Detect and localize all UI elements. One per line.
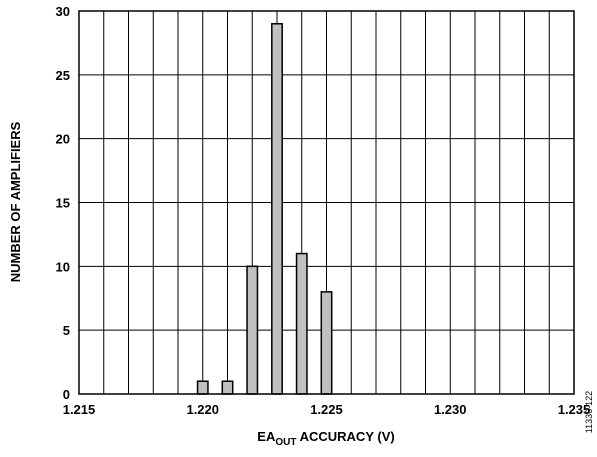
y-tick-label: 20 xyxy=(56,132,70,147)
x-tick-label: 1.215 xyxy=(63,402,96,417)
y-tick-label: 5 xyxy=(63,323,70,338)
grid xyxy=(79,11,574,394)
y-tick-label: 30 xyxy=(56,4,70,19)
x-tick-label: 1.220 xyxy=(186,402,219,417)
y-axis-title: NUMBER OF AMPLIFIERS xyxy=(8,121,23,282)
x-tick-label: 1.235 xyxy=(558,402,591,417)
bar-1.224 xyxy=(295,252,308,395)
y-tick-label: 0 xyxy=(63,387,70,402)
bar-1.225 xyxy=(320,291,333,395)
bars xyxy=(196,23,333,395)
x-tick-label: 1.230 xyxy=(434,402,467,417)
bar-1.221 xyxy=(221,380,234,395)
x-axis-title-subscript: OUT xyxy=(275,437,296,448)
bar-1.222 xyxy=(246,265,259,395)
figure-id: 11336-122 xyxy=(584,391,594,433)
bar-1.220 xyxy=(196,380,209,395)
y-tick-label: 10 xyxy=(56,259,70,274)
x-axis-title: EAOUT ACCURACY (V) xyxy=(257,429,394,448)
x-axis-title-main: EA xyxy=(257,429,276,444)
plot-frame xyxy=(78,10,575,395)
x-tick-label: 1.225 xyxy=(310,402,343,417)
y-tick-label: 15 xyxy=(56,196,70,211)
bar-1.223 xyxy=(271,23,283,395)
tick-labels: 1.215 1.220 1.225 1.230 1.235 0 5 10 15 20 25 30 xyxy=(56,4,591,417)
y-tick-label: 25 xyxy=(56,68,70,83)
x-axis-title-rest: ACCURACY (V) xyxy=(296,429,394,444)
